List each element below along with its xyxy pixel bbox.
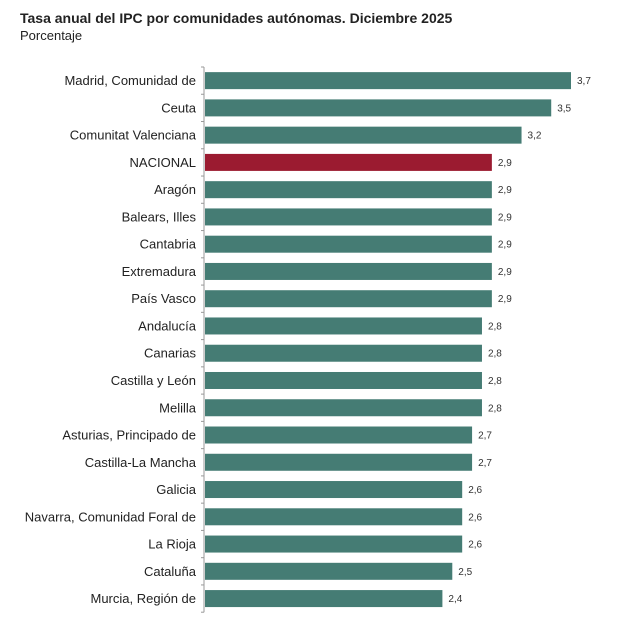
- bar: [205, 562, 453, 580]
- bar: [205, 317, 482, 335]
- chart-title: Tasa anual del IPC por comunidades autón…: [20, 10, 453, 26]
- bar: [205, 453, 473, 471]
- bar: [205, 371, 482, 389]
- value-label: 2,9: [498, 294, 512, 305]
- bar: [205, 535, 463, 553]
- category-label: Aragón: [154, 182, 196, 197]
- category-label: Balears, Illes: [122, 209, 197, 224]
- bar: [205, 508, 463, 526]
- category-label: La Rioja: [148, 537, 196, 552]
- chart-subtitle: Porcentaje: [20, 28, 83, 43]
- category-label: Extremadura: [122, 264, 197, 279]
- category-label: País Vasco: [131, 291, 196, 306]
- value-label: 2,5: [458, 567, 472, 578]
- category-label: Navarra, Comunidad Foral de: [25, 509, 196, 524]
- value-label: 3,5: [557, 103, 571, 114]
- value-label: 2,8: [488, 349, 502, 360]
- value-label: 2,9: [498, 240, 512, 251]
- category-label: Comunitat Valenciana: [70, 128, 197, 143]
- bar: [205, 290, 492, 308]
- bar: [205, 344, 482, 362]
- value-label: 2,9: [498, 212, 512, 223]
- value-label: 2,8: [488, 376, 502, 387]
- category-label: Castilla-La Mancha: [85, 455, 197, 470]
- bar: [205, 208, 492, 226]
- category-label: NACIONAL: [130, 155, 196, 170]
- value-label: 2,6: [468, 512, 482, 523]
- category-label: Melilla: [159, 400, 197, 415]
- value-label: 2,4: [448, 594, 462, 605]
- value-label: 2,8: [488, 403, 502, 414]
- bar: [205, 481, 463, 499]
- value-label: 3,7: [577, 76, 591, 87]
- bar: [205, 99, 552, 117]
- category-label: Ceuta: [161, 100, 196, 115]
- value-label: 3,2: [528, 131, 542, 142]
- category-label: Castilla y León: [111, 373, 196, 388]
- value-label: 2,7: [478, 458, 492, 469]
- value-label: 2,6: [468, 485, 482, 496]
- category-label: Andalucía: [138, 318, 197, 333]
- category-label: Cataluña: [144, 564, 197, 579]
- category-label: Asturias, Principado de: [62, 428, 196, 443]
- bar: [205, 153, 492, 171]
- bar: [205, 590, 443, 608]
- value-label: 2,9: [498, 185, 512, 196]
- category-label: Galicia: [156, 482, 197, 497]
- bar: [205, 235, 492, 253]
- category-label: Cantabria: [140, 237, 197, 252]
- value-label: 2,9: [498, 267, 512, 278]
- value-label: 2,6: [468, 540, 482, 551]
- bar: [205, 72, 571, 90]
- value-label: 2,9: [498, 158, 512, 169]
- category-label: Murcia, Región de: [91, 591, 197, 606]
- bar: [205, 262, 492, 280]
- bar: [205, 181, 492, 199]
- category-label: Canarias: [144, 346, 197, 361]
- bar: [205, 426, 473, 444]
- value-label: 2,8: [488, 321, 502, 332]
- bar: [205, 126, 522, 144]
- value-label: 2,7: [478, 431, 492, 442]
- category-label: Madrid, Comunidad de: [64, 73, 196, 88]
- bar: [205, 399, 482, 417]
